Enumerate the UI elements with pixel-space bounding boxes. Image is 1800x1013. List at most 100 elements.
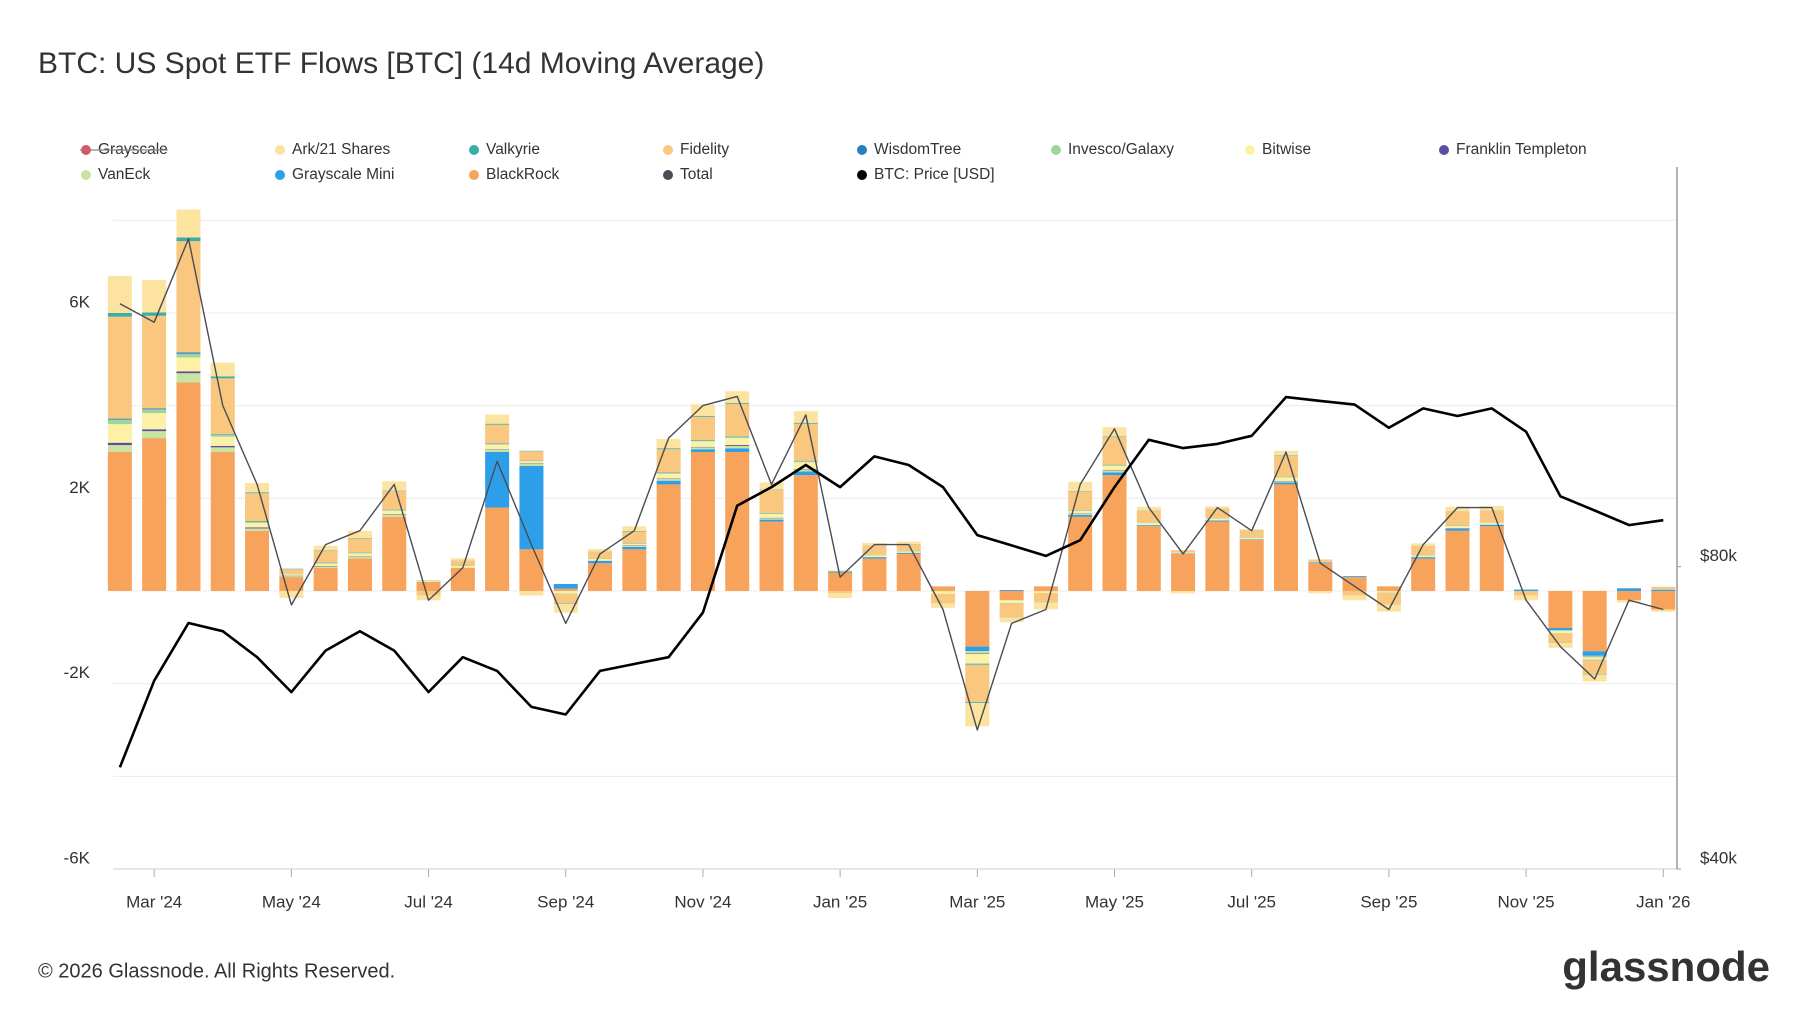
bar-segment (245, 528, 270, 531)
bar-segment (485, 444, 510, 450)
bar-segment (862, 558, 887, 591)
bar-segment (485, 423, 510, 425)
bar-segment (450, 558, 475, 561)
bar-segment (1411, 558, 1436, 591)
bar-segment (1274, 455, 1298, 477)
bar-segment (759, 519, 784, 522)
bar-segment (245, 521, 270, 523)
bar-segment (1239, 538, 1264, 540)
bar-segment (588, 560, 613, 564)
bar-segment (1376, 592, 1401, 605)
bar-segment (313, 562, 338, 564)
bar-segment (1651, 590, 1676, 610)
x-tick-label: Mar '25 (949, 892, 1005, 911)
bar-segment (210, 376, 235, 379)
bar-segment (1136, 525, 1161, 527)
bar-segment (690, 441, 715, 447)
legend-label: BTC: Price [USD] (874, 166, 995, 183)
bar-segment (279, 577, 304, 591)
bar-segment (485, 443, 510, 445)
bar-segment (965, 590, 990, 647)
bar-segment (313, 567, 338, 591)
y-tick-label: -2K (64, 663, 91, 682)
bar-segment (450, 567, 475, 591)
bar-segment (416, 581, 441, 591)
y2-tick-label: $40k (1700, 848, 1737, 867)
legend-label: Valkyrie (486, 141, 540, 158)
legend-marker (469, 170, 479, 180)
bar-segment (1548, 630, 1573, 634)
price-line (118, 395, 1664, 768)
bar-segment (1411, 546, 1436, 556)
bar-segment (725, 436, 750, 439)
bar-segment (142, 431, 167, 439)
bar-segment (690, 416, 715, 440)
legend-label: Total (680, 166, 713, 183)
bar-segment (1205, 520, 1230, 522)
bar-segment (485, 414, 510, 424)
bar-segment (553, 603, 578, 613)
x-tick-label: May '25 (1085, 892, 1144, 911)
bar-segment (485, 451, 510, 508)
bar-segment (245, 492, 270, 494)
bar-segment (313, 550, 338, 563)
bar-segment (965, 651, 990, 654)
bar-segment (416, 590, 441, 596)
bar-segment (1445, 511, 1470, 526)
bar-segment (690, 440, 715, 442)
bar-segment (107, 442, 132, 446)
legend-label: BlackRock (486, 166, 559, 183)
bar-segment (1616, 590, 1641, 601)
bar-segment (279, 590, 304, 598)
bar-segment (279, 576, 304, 578)
bar-segment (313, 566, 338, 568)
y2-tick-label: $80k (1700, 546, 1737, 565)
legend-label: VanEck (98, 166, 151, 183)
bar-segment (1548, 628, 1573, 631)
bar-segment (553, 588, 578, 591)
bar-segment (965, 665, 990, 703)
bar-segment (1514, 589, 1539, 591)
bar-segment (176, 371, 201, 374)
bar-segment (1651, 609, 1676, 612)
x-tick-label: Jul '25 (1227, 892, 1276, 911)
bar-segment (279, 574, 304, 576)
legend-label: Ark/21 Shares (292, 141, 390, 158)
bar-segment (1342, 576, 1367, 578)
bar-segment (999, 603, 1024, 618)
legend-marker (1245, 145, 1255, 155)
bar-segment (107, 312, 132, 317)
bar-segment (107, 451, 132, 591)
bar-segment (793, 461, 818, 463)
bar-segment (1376, 591, 1401, 593)
bar-segment (142, 280, 167, 313)
y-tick-label: 2K (69, 478, 90, 497)
bar-segment (690, 449, 715, 452)
x-tick-label: Jan '26 (1636, 892, 1690, 911)
bar-segment (622, 546, 647, 550)
bar-segment (1342, 590, 1367, 596)
bar-segment (107, 418, 132, 420)
bar-segment (1274, 482, 1298, 485)
bar-segment (588, 549, 613, 552)
bar-segment (622, 546, 647, 547)
bar-segment (142, 438, 167, 591)
bar-segment (1445, 526, 1470, 528)
bar-segment (1445, 530, 1470, 591)
bar-segment (1033, 592, 1058, 603)
legend-label: Grayscale Mini (292, 166, 395, 183)
bar-segment (1514, 595, 1539, 601)
bar-segment (759, 518, 784, 520)
bar-segment (862, 557, 887, 559)
bar-segment (279, 569, 304, 574)
bar-segment (1308, 563, 1333, 591)
bar-segment (656, 480, 681, 485)
bar-segment (1308, 559, 1333, 562)
bar-segment (725, 451, 750, 591)
bar-segment (142, 429, 167, 432)
bar-segment (210, 451, 235, 591)
bar-segment (210, 436, 235, 446)
bar-segment (1274, 481, 1298, 483)
bar-segment (1445, 506, 1470, 512)
bar-segment (1205, 521, 1230, 591)
